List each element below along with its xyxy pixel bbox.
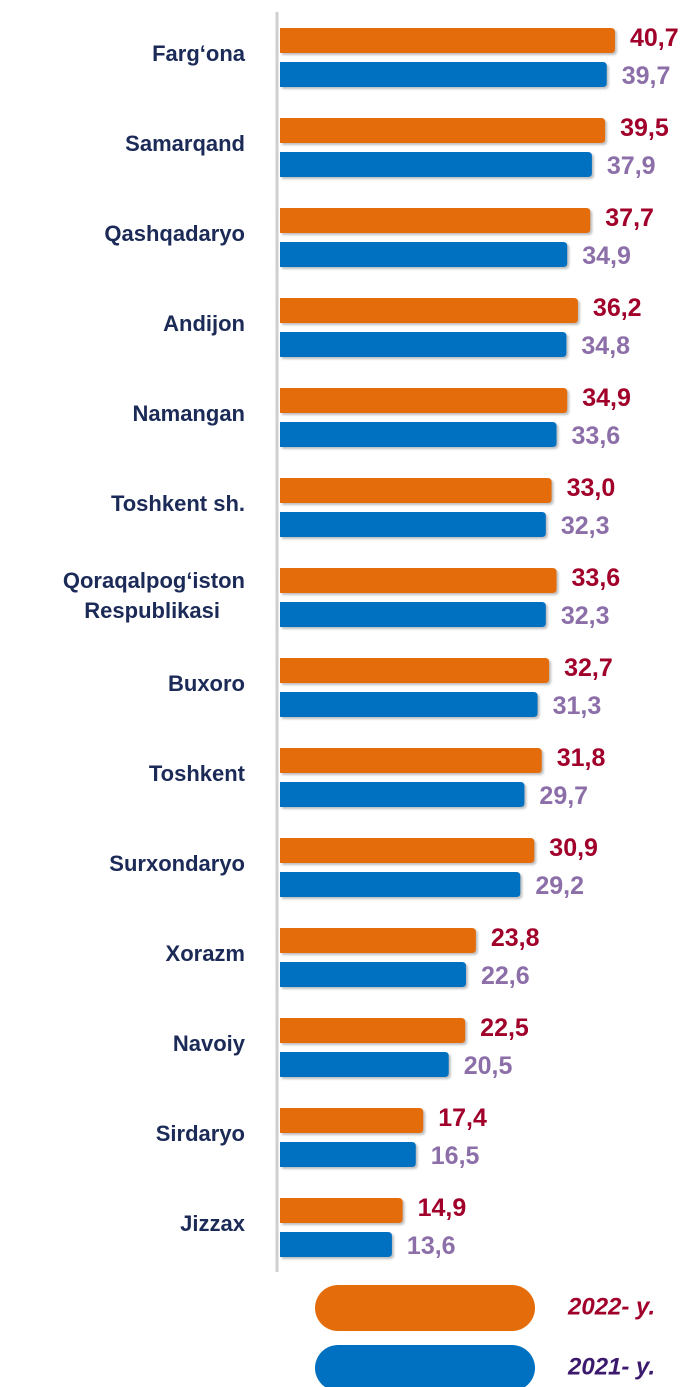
- value-label: 22,5: [480, 1014, 529, 1042]
- bar: [280, 208, 591, 233]
- value-label: 33,0: [567, 474, 616, 502]
- category-label: Toshkent sh.: [111, 491, 245, 516]
- category-label: Navoiy: [173, 1031, 246, 1056]
- value-label: 33,6: [572, 564, 621, 592]
- bar: [280, 872, 521, 897]
- legend-label: 2022- y.: [567, 1293, 655, 1320]
- bar: [280, 1108, 424, 1133]
- bar: [280, 602, 546, 627]
- bar: [280, 298, 578, 323]
- value-label: 36,2: [593, 294, 642, 322]
- category-label: Qashqadaryo: [104, 221, 245, 246]
- bar: [280, 332, 567, 357]
- bar: [280, 118, 606, 143]
- value-label: 34,9: [582, 242, 631, 270]
- value-label: 29,7: [539, 782, 588, 810]
- value-label: 23,8: [491, 924, 540, 952]
- bar: [280, 1198, 403, 1223]
- value-label: 40,7: [630, 24, 679, 52]
- category-label: Namangan: [133, 401, 245, 426]
- value-label: 34,8: [581, 332, 630, 360]
- bar: [280, 658, 550, 683]
- category-label: Buxoro: [168, 671, 245, 696]
- value-label: 39,5: [620, 114, 669, 142]
- value-label: 20,5: [464, 1052, 513, 1080]
- category-label: Andijon: [163, 311, 245, 336]
- bar: [280, 962, 466, 987]
- category-label: Xorazm: [166, 941, 245, 966]
- value-label: 29,2: [535, 872, 584, 900]
- value-label: 13,6: [407, 1232, 456, 1260]
- value-label: 30,9: [549, 834, 598, 862]
- bar: [280, 512, 546, 537]
- category-label: Samarqand: [125, 131, 245, 156]
- bar: [280, 1232, 392, 1257]
- value-label: 22,6: [481, 962, 530, 990]
- bar: [280, 422, 557, 447]
- legend-swatch: [315, 1345, 535, 1387]
- bar: [280, 1142, 416, 1167]
- legend-swatch: [315, 1285, 535, 1331]
- value-label: 16,5: [431, 1142, 480, 1170]
- bar: [280, 242, 568, 267]
- category-label: Sirdaryo: [156, 1121, 245, 1146]
- value-label: 37,9: [607, 152, 656, 180]
- bar: [280, 692, 538, 717]
- bar: [280, 62, 607, 87]
- category-label: Surxondaryo: [109, 851, 245, 876]
- bar: [280, 782, 525, 807]
- bar: [280, 928, 476, 953]
- value-label: 17,4: [438, 1104, 487, 1132]
- value-label: 39,7: [622, 62, 671, 90]
- category-label: Qoraqalpog‘iston Respublikasi: [63, 568, 245, 623]
- bar: [280, 152, 592, 177]
- bar: [280, 838, 535, 863]
- legend-label: 2021- y.: [567, 1353, 655, 1380]
- value-label: 32,3: [561, 602, 610, 630]
- value-label: 34,9: [582, 384, 631, 412]
- bar: [280, 1052, 449, 1077]
- value-label: 31,8: [557, 744, 606, 772]
- category-label: Jizzax: [180, 1211, 246, 1236]
- value-label: 33,6: [572, 422, 621, 450]
- bar: [280, 568, 557, 593]
- value-label: 31,3: [553, 692, 602, 720]
- bar: [280, 28, 615, 53]
- value-label: 14,9: [418, 1194, 467, 1222]
- category-label: Toshkent: [149, 761, 246, 786]
- value-label: 37,7: [605, 204, 654, 232]
- value-label: 32,3: [561, 512, 610, 540]
- bar: [280, 1018, 466, 1043]
- bar: [280, 748, 542, 773]
- value-label: 32,7: [564, 654, 613, 682]
- bar: [280, 478, 552, 503]
- category-label: Farg‘ona: [152, 41, 246, 66]
- bar: [280, 388, 568, 413]
